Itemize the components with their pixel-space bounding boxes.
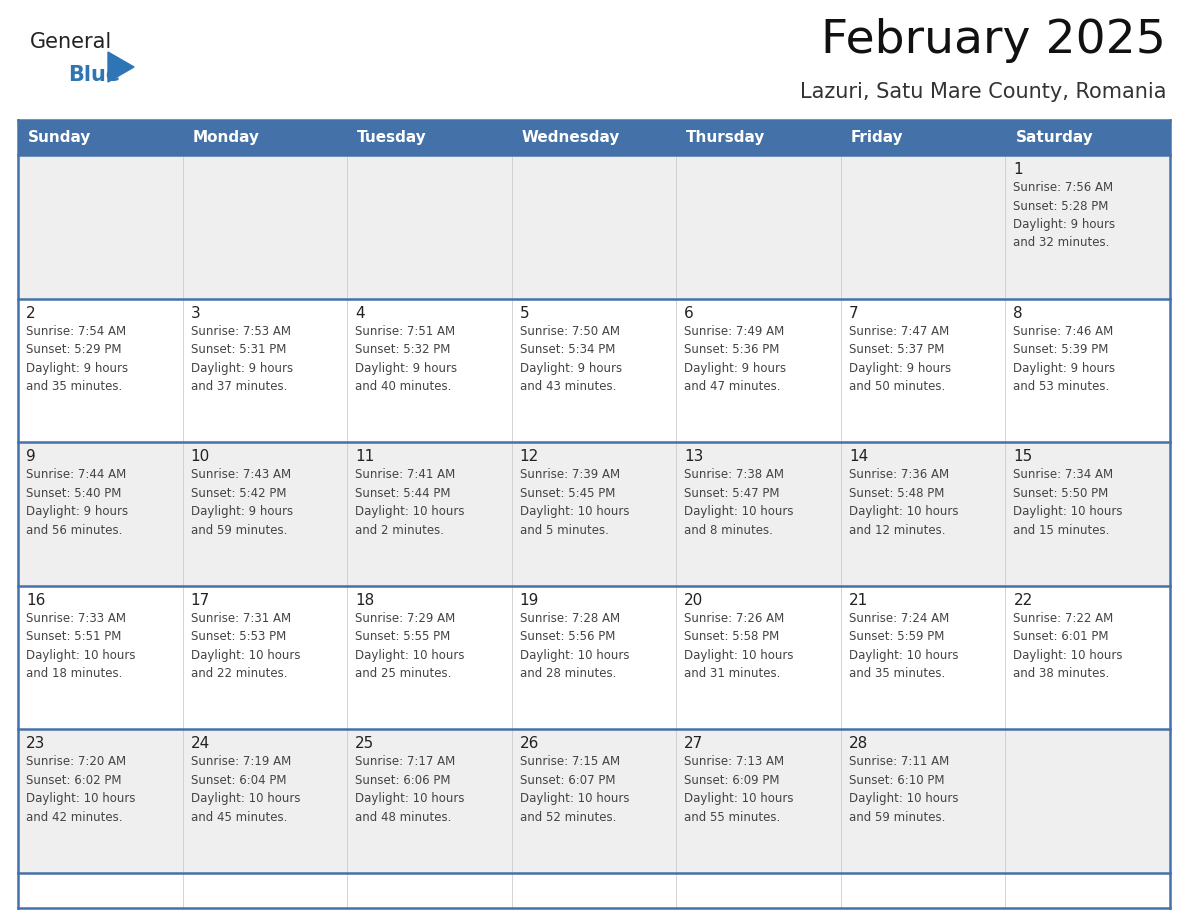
Text: 28: 28 [849, 736, 868, 752]
Bar [18, 586, 1170, 730]
Text: Sunrise: 7:34 AM
Sunset: 5:50 PM
Daylight: 10 hours
and 15 minutes.: Sunrise: 7:34 AM Sunset: 5:50 PM Dayligh… [1013, 468, 1123, 537]
Polygon shape [108, 52, 134, 82]
Bar [18, 298, 1170, 442]
Text: 13: 13 [684, 449, 703, 465]
Text: February 2025: February 2025 [821, 18, 1165, 63]
Text: Sunrise: 7:39 AM
Sunset: 5:45 PM
Daylight: 10 hours
and 5 minutes.: Sunrise: 7:39 AM Sunset: 5:45 PM Dayligh… [519, 468, 630, 537]
Text: 10: 10 [190, 449, 210, 465]
Text: 25: 25 [355, 736, 374, 752]
Text: 26: 26 [519, 736, 539, 752]
Bar [18, 155, 1170, 298]
Text: Sunrise: 7:11 AM
Sunset: 6:10 PM
Daylight: 10 hours
and 59 minutes.: Sunrise: 7:11 AM Sunset: 6:10 PM Dayligh… [849, 756, 959, 823]
Text: Sunrise: 7:44 AM
Sunset: 5:40 PM
Daylight: 9 hours
and 56 minutes.: Sunrise: 7:44 AM Sunset: 5:40 PM Dayligh… [26, 468, 128, 537]
Text: Sunrise: 7:15 AM
Sunset: 6:07 PM
Daylight: 10 hours
and 52 minutes.: Sunrise: 7:15 AM Sunset: 6:07 PM Dayligh… [519, 756, 630, 823]
Text: Sunrise: 7:33 AM
Sunset: 5:51 PM
Daylight: 10 hours
and 18 minutes.: Sunrise: 7:33 AM Sunset: 5:51 PM Dayligh… [26, 611, 135, 680]
Text: Sunrise: 7:36 AM
Sunset: 5:48 PM
Daylight: 10 hours
and 12 minutes.: Sunrise: 7:36 AM Sunset: 5:48 PM Dayligh… [849, 468, 959, 537]
Bar [18, 442, 1170, 586]
Text: 9: 9 [26, 449, 36, 465]
Text: Saturday: Saturday [1016, 130, 1093, 145]
Text: Blue: Blue [68, 65, 120, 85]
Text: General: General [30, 32, 112, 52]
Text: Sunrise: 7:49 AM
Sunset: 5:36 PM
Daylight: 9 hours
and 47 minutes.: Sunrise: 7:49 AM Sunset: 5:36 PM Dayligh… [684, 325, 786, 393]
Text: Sunrise: 7:51 AM
Sunset: 5:32 PM
Daylight: 9 hours
and 40 minutes.: Sunrise: 7:51 AM Sunset: 5:32 PM Dayligh… [355, 325, 457, 393]
Text: 12: 12 [519, 449, 539, 465]
Text: 1: 1 [1013, 162, 1023, 177]
Text: Sunrise: 7:26 AM
Sunset: 5:58 PM
Daylight: 10 hours
and 31 minutes.: Sunrise: 7:26 AM Sunset: 5:58 PM Dayligh… [684, 611, 794, 680]
Text: Sunrise: 7:31 AM
Sunset: 5:53 PM
Daylight: 10 hours
and 22 minutes.: Sunrise: 7:31 AM Sunset: 5:53 PM Dayligh… [190, 611, 301, 680]
Text: 15: 15 [1013, 449, 1032, 465]
Text: Sunrise: 7:53 AM
Sunset: 5:31 PM
Daylight: 9 hours
and 37 minutes.: Sunrise: 7:53 AM Sunset: 5:31 PM Dayligh… [190, 325, 292, 393]
Text: 5: 5 [519, 306, 530, 320]
Text: 6: 6 [684, 306, 694, 320]
Text: 4: 4 [355, 306, 365, 320]
Text: Sunrise: 7:13 AM
Sunset: 6:09 PM
Daylight: 10 hours
and 55 minutes.: Sunrise: 7:13 AM Sunset: 6:09 PM Dayligh… [684, 756, 794, 823]
Text: 18: 18 [355, 593, 374, 608]
Text: Wednesday: Wednesday [522, 130, 620, 145]
Text: 19: 19 [519, 593, 539, 608]
Text: Tuesday: Tuesday [358, 130, 426, 145]
Text: Sunrise: 7:17 AM
Sunset: 6:06 PM
Daylight: 10 hours
and 48 minutes.: Sunrise: 7:17 AM Sunset: 6:06 PM Dayligh… [355, 756, 465, 823]
Text: Sunrise: 7:54 AM
Sunset: 5:29 PM
Daylight: 9 hours
and 35 minutes.: Sunrise: 7:54 AM Sunset: 5:29 PM Dayligh… [26, 325, 128, 393]
Text: Sunrise: 7:50 AM
Sunset: 5:34 PM
Daylight: 9 hours
and 43 minutes.: Sunrise: 7:50 AM Sunset: 5:34 PM Dayligh… [519, 325, 621, 393]
Text: Sunrise: 7:24 AM
Sunset: 5:59 PM
Daylight: 10 hours
and 35 minutes.: Sunrise: 7:24 AM Sunset: 5:59 PM Dayligh… [849, 611, 959, 680]
Text: 21: 21 [849, 593, 868, 608]
Text: Sunrise: 7:46 AM
Sunset: 5:39 PM
Daylight: 9 hours
and 53 minutes.: Sunrise: 7:46 AM Sunset: 5:39 PM Dayligh… [1013, 325, 1116, 393]
Text: Sunrise: 7:29 AM
Sunset: 5:55 PM
Daylight: 10 hours
and 25 minutes.: Sunrise: 7:29 AM Sunset: 5:55 PM Dayligh… [355, 611, 465, 680]
Text: Sunrise: 7:56 AM
Sunset: 5:28 PM
Daylight: 9 hours
and 32 minutes.: Sunrise: 7:56 AM Sunset: 5:28 PM Dayligh… [1013, 181, 1116, 250]
Text: Sunrise: 7:47 AM
Sunset: 5:37 PM
Daylight: 9 hours
and 50 minutes.: Sunrise: 7:47 AM Sunset: 5:37 PM Dayligh… [849, 325, 950, 393]
Text: 11: 11 [355, 449, 374, 465]
Text: 8: 8 [1013, 306, 1023, 320]
Text: 23: 23 [26, 736, 45, 752]
Text: Thursday: Thursday [687, 130, 765, 145]
Text: 2: 2 [26, 306, 36, 320]
Text: Sunrise: 7:20 AM
Sunset: 6:02 PM
Daylight: 10 hours
and 42 minutes.: Sunrise: 7:20 AM Sunset: 6:02 PM Dayligh… [26, 756, 135, 823]
Text: Sunrise: 7:43 AM
Sunset: 5:42 PM
Daylight: 9 hours
and 59 minutes.: Sunrise: 7:43 AM Sunset: 5:42 PM Dayligh… [190, 468, 292, 537]
Text: 27: 27 [684, 736, 703, 752]
Text: Sunrise: 7:41 AM
Sunset: 5:44 PM
Daylight: 10 hours
and 2 minutes.: Sunrise: 7:41 AM Sunset: 5:44 PM Dayligh… [355, 468, 465, 537]
Bar [18, 730, 1170, 873]
Text: Monday: Monday [192, 130, 259, 145]
Text: Sunrise: 7:22 AM
Sunset: 6:01 PM
Daylight: 10 hours
and 38 minutes.: Sunrise: 7:22 AM Sunset: 6:01 PM Dayligh… [1013, 611, 1123, 680]
Text: 17: 17 [190, 593, 210, 608]
Text: 20: 20 [684, 593, 703, 608]
Text: 22: 22 [1013, 593, 1032, 608]
Text: Sunrise: 7:28 AM
Sunset: 5:56 PM
Daylight: 10 hours
and 28 minutes.: Sunrise: 7:28 AM Sunset: 5:56 PM Dayligh… [519, 611, 630, 680]
Text: Lazuri, Satu Mare County, Romania: Lazuri, Satu Mare County, Romania [800, 82, 1165, 102]
Text: 3: 3 [190, 306, 201, 320]
Text: 16: 16 [26, 593, 45, 608]
Text: 24: 24 [190, 736, 210, 752]
Bar [18, 120, 1170, 155]
Text: Friday: Friday [851, 130, 904, 145]
Text: Sunrise: 7:38 AM
Sunset: 5:47 PM
Daylight: 10 hours
and 8 minutes.: Sunrise: 7:38 AM Sunset: 5:47 PM Dayligh… [684, 468, 794, 537]
Text: Sunday: Sunday [29, 130, 91, 145]
Text: Sunrise: 7:19 AM
Sunset: 6:04 PM
Daylight: 10 hours
and 45 minutes.: Sunrise: 7:19 AM Sunset: 6:04 PM Dayligh… [190, 756, 301, 823]
Text: 14: 14 [849, 449, 868, 465]
Text: 7: 7 [849, 306, 859, 320]
